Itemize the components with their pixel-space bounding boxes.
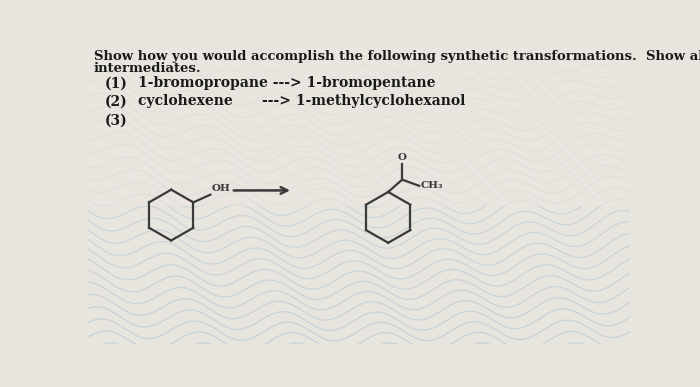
Text: cyclohexene      ---> 1-methylcyclohexanol: cyclohexene ---> 1-methylcyclohexanol	[138, 94, 466, 108]
Text: O: O	[398, 153, 407, 162]
Text: (3): (3)	[104, 113, 127, 127]
Text: 1-bromopropane ---> 1-bromopentane: 1-bromopropane ---> 1-bromopentane	[138, 77, 435, 91]
Text: CH₃: CH₃	[421, 181, 443, 190]
Text: OH: OH	[212, 184, 231, 193]
Text: (1): (1)	[104, 77, 127, 91]
Text: intermediates.: intermediates.	[94, 62, 202, 75]
Text: (2): (2)	[104, 94, 127, 108]
Text: Show how you would accomplish the following synthetic transformations.  Show all: Show how you would accomplish the follow…	[94, 50, 700, 63]
FancyBboxPatch shape	[88, 46, 630, 206]
